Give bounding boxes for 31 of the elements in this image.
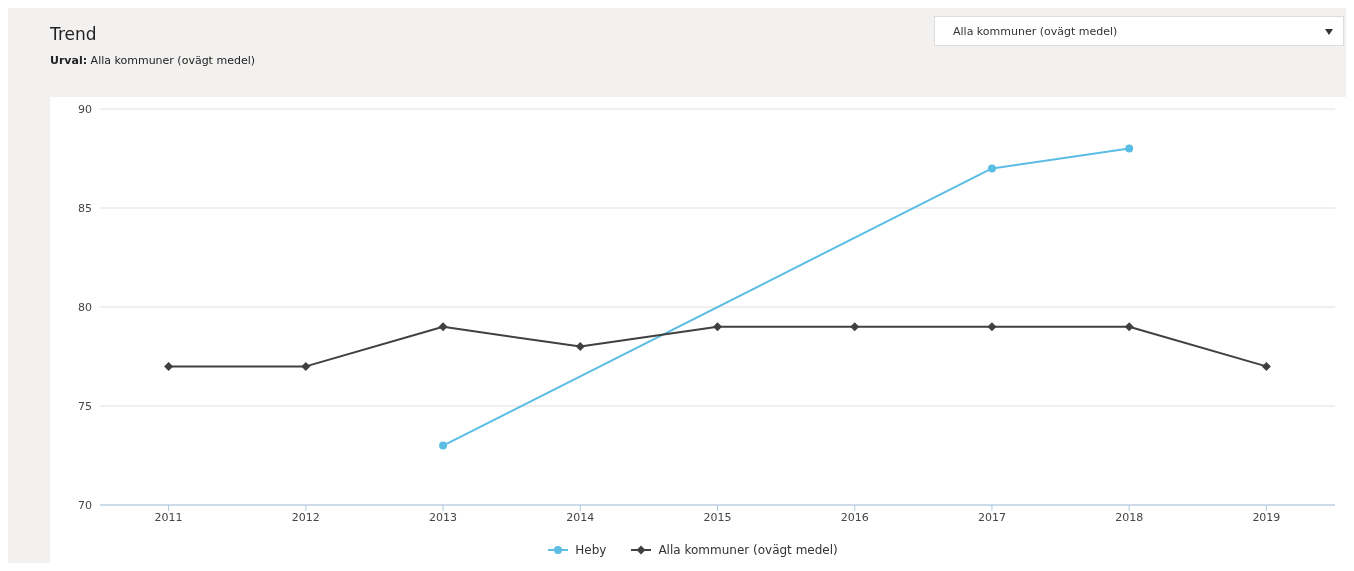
x-tick-label: 2014 bbox=[566, 510, 595, 524]
point bbox=[987, 322, 997, 332]
point bbox=[1125, 144, 1134, 153]
x-tick-label: 2018 bbox=[1115, 510, 1144, 524]
point bbox=[987, 164, 996, 173]
point bbox=[1124, 322, 1134, 332]
x-tick-label: 2011 bbox=[154, 510, 183, 524]
chart-title: Trend bbox=[50, 24, 97, 44]
x-tick-label: 2012 bbox=[291, 510, 320, 524]
point bbox=[1261, 361, 1271, 371]
x-tick-label: 2016 bbox=[840, 510, 869, 524]
point bbox=[164, 361, 174, 371]
x-tick-label: 2013 bbox=[429, 510, 458, 524]
x-tick-label: 2019 bbox=[1252, 510, 1281, 524]
point bbox=[575, 342, 585, 352]
y-tick-label: 75 bbox=[78, 399, 92, 413]
y-tick-label: 70 bbox=[78, 498, 92, 512]
point bbox=[301, 361, 311, 371]
legend-label: Alla kommuner (ovägt medel) bbox=[658, 543, 838, 557]
point bbox=[438, 322, 448, 332]
point bbox=[713, 322, 722, 332]
point bbox=[439, 441, 448, 450]
x-tick-label: 2017 bbox=[977, 510, 1006, 524]
point bbox=[850, 322, 860, 332]
y-tick-label: 85 bbox=[78, 201, 92, 215]
legend-label: Heby bbox=[575, 543, 607, 557]
dropdown-field: Alla kommuner (ovägt medel) bbox=[934, 16, 1344, 46]
y-tick-label: 90 bbox=[78, 102, 92, 116]
y-tick-label: 80 bbox=[78, 300, 92, 314]
x-tick-label: 2015 bbox=[703, 510, 732, 524]
chart-subtitle: Urval: Alla kommuner (ovägt medel) bbox=[50, 54, 256, 67]
